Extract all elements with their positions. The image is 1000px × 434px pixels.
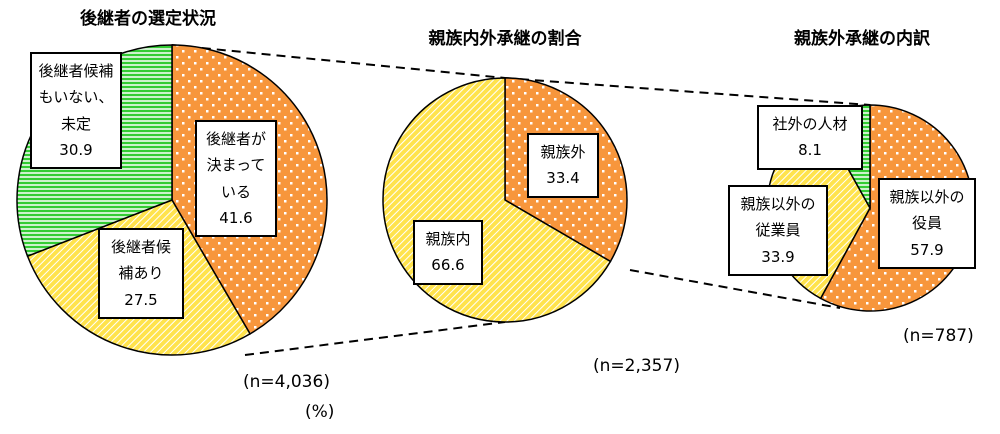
slice-value: 41.6: [219, 208, 253, 227]
slice-label: 後継者候補あり: [110, 238, 171, 283]
slice-label: 社外の人材 8.1: [757, 105, 863, 170]
slice-label: 後継者候補もいない、未定: [38, 62, 114, 133]
chart-title: 親族内外承継の割合: [428, 29, 582, 49]
connectors: [171, 44, 871, 356]
sample-size: (n=4,036): [243, 372, 330, 392]
slice-label: 後継者候補もいない、未定 30.9: [30, 52, 122, 169]
slice-label: 親族以外の役員: [889, 188, 965, 233]
slice-value: 57.9: [910, 240, 944, 259]
slice-value: 33.9: [761, 247, 795, 266]
slice-value: 33.4: [546, 169, 580, 188]
slice-value: 27.5: [124, 290, 158, 309]
slice-label: 社外の人材: [772, 115, 848, 133]
slice-label: 親族内: [425, 230, 471, 248]
slice-label: 親族以外の従業員 33.9: [728, 185, 828, 276]
slice-value: 66.6: [431, 256, 465, 275]
unit-note: (%): [305, 402, 335, 422]
sample-size: (n=787): [903, 326, 974, 346]
sample-size: (n=2,357): [593, 356, 680, 376]
slice-value: 30.9: [59, 140, 93, 159]
slice-label: 親族外: [540, 143, 586, 161]
slice-label: 親族外 33.4: [527, 133, 599, 198]
slice-label: 親族内 66.6: [413, 220, 483, 285]
slice-label: 後継者が決まっている: [205, 130, 266, 201]
chart-title: 親族外承継の内訳: [794, 29, 930, 49]
slice-label: 親族以外の役員 57.9: [878, 178, 976, 269]
slice-label: 後継者が決まっている 41.6: [195, 120, 277, 237]
slice-label: 親族以外の従業員: [740, 195, 816, 240]
chart-title: 後継者の選定状況: [80, 9, 216, 29]
slice-value: 8.1: [798, 141, 822, 160]
slice-label: 後継者候補あり 27.5: [98, 228, 184, 319]
